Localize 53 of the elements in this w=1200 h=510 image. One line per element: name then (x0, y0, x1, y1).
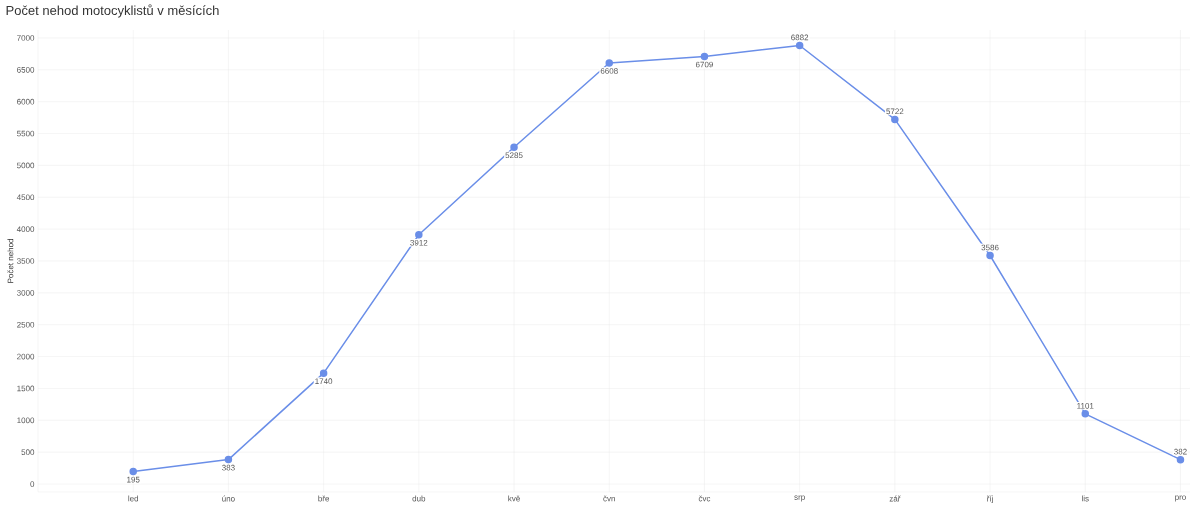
point (1081, 410, 1090, 418)
y-tick-label: 3500 (16, 258, 35, 264)
y-tick-label: 2000 (17, 353, 35, 360)
x-tick-label: lis (1082, 495, 1089, 502)
data-label: 3586 (981, 244, 999, 251)
y-tick-label: 7000 (17, 35, 35, 41)
y-tick-label: 1500 (17, 385, 35, 392)
point (129, 467, 137, 476)
y-tick-label: 6000 (17, 98, 35, 105)
y-tick-label: 500 (21, 449, 35, 455)
x-tick-label: led (128, 495, 139, 502)
data-label: 1101 (1077, 403, 1094, 409)
x-tick-label: zář (889, 495, 901, 502)
y-tick-label: 4000 (16, 226, 35, 232)
point (1176, 455, 1185, 464)
y-axis-title: Počet nehod (7, 239, 14, 283)
y-tick-label: 6500 (17, 66, 35, 73)
data-label: 3912 (410, 239, 428, 246)
data-label: 5285 (505, 152, 523, 159)
y-tick-label: 3000 (16, 290, 35, 296)
point (700, 52, 709, 61)
x-tick-label: říj (986, 495, 993, 504)
point (795, 41, 804, 50)
data-label: 6882 (791, 34, 809, 41)
point (605, 59, 613, 67)
point (319, 369, 328, 377)
data-label: 383 (222, 464, 235, 471)
x-tick-label: čvc (698, 495, 711, 502)
y-tick-label: 1000 (17, 417, 35, 424)
x-tick-label: dub (412, 495, 426, 502)
x-tick-label: kvě (508, 495, 520, 502)
y-tick-label: 5500 (16, 130, 35, 137)
data-label: 382 (1174, 448, 1187, 455)
data-label: 1740 (315, 378, 333, 384)
data-label: 6608 (600, 68, 618, 74)
point (891, 115, 899, 124)
point (224, 455, 233, 464)
x-tick-label: čvn (603, 495, 615, 502)
x-tick-label: úno (222, 495, 235, 502)
x-tick-label: pro (1175, 495, 1186, 502)
x-tick-label: srp (794, 495, 805, 502)
y-tick-label: 0 (30, 481, 35, 487)
point (986, 251, 994, 260)
data-label: 5722 (886, 108, 904, 115)
point (510, 143, 518, 151)
data-label: 6709 (695, 61, 713, 68)
data-label: 195 (127, 476, 140, 483)
y-tick-label: 2500 (17, 321, 35, 328)
x-tick-label: bře (318, 495, 330, 502)
chart-title: Počet nehod motocyklistů v měsících (6, 4, 219, 18)
point (415, 230, 423, 239)
y-tick-label: 5000 (16, 162, 35, 169)
y-tick-label: 4500 (16, 194, 35, 201)
